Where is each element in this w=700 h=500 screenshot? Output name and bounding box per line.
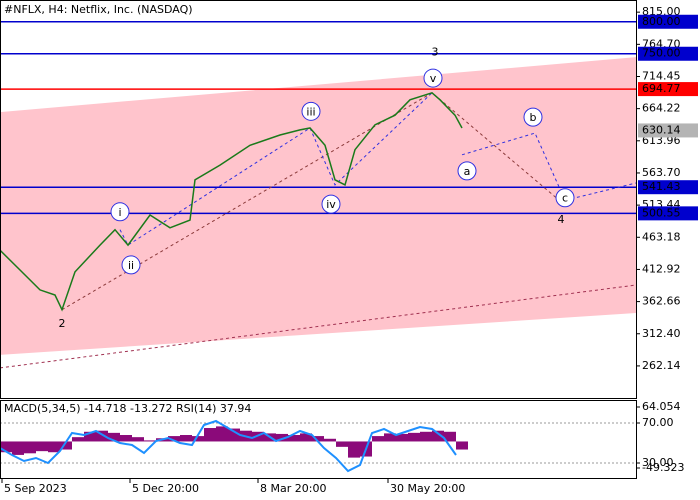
- level-label-box: [638, 180, 698, 195]
- macd-bar: [60, 441, 72, 450]
- wave-label: 4: [558, 213, 565, 226]
- wave-label: a: [464, 165, 471, 178]
- level-label-box: [638, 123, 698, 138]
- level-label: 800.00: [642, 15, 681, 28]
- wave-circle: [321, 194, 341, 214]
- macd-bar: [84, 431, 96, 442]
- macd-bar: [216, 426, 228, 442]
- wave-circle: [555, 188, 575, 208]
- y-tick-label: 362.66: [642, 295, 681, 308]
- indicator-title: MACD(5,34,5) -14.718 -13.272 RSI(14) 37.…: [4, 402, 251, 415]
- macd-bar: [36, 441, 48, 452]
- level-label-box: [638, 46, 698, 61]
- wave-circle: [523, 107, 543, 127]
- wave-circle: [423, 68, 443, 88]
- y-tick-label: 563.70: [642, 166, 681, 179]
- wave-circle: [121, 255, 141, 275]
- y-tick-label: 714.45: [642, 69, 681, 82]
- macd-bar: [384, 433, 396, 442]
- macd-bar: [372, 436, 384, 442]
- macd-bar: [312, 436, 324, 442]
- level-label-box: [638, 206, 698, 221]
- indicator-frame: [0, 400, 637, 479]
- level-label-box: [638, 14, 698, 29]
- macd-bar: [420, 431, 432, 442]
- macd-bar: [204, 428, 216, 442]
- macd-bar: [228, 428, 240, 442]
- wave-label: i: [118, 206, 121, 219]
- rsi-line: [0, 419, 457, 473]
- macd-bar: [192, 436, 204, 442]
- x-tick-label: 5 Dec 20:00: [132, 482, 199, 495]
- macd-bar: [180, 435, 192, 442]
- wave-circle: [110, 202, 130, 222]
- macd-bar: [396, 433, 408, 442]
- price-line: [0, 91, 463, 312]
- x-tick-label: 5 Sep 2023: [4, 482, 67, 495]
- wave-circle: [301, 101, 321, 121]
- macd-bar: [48, 441, 60, 453]
- macd-bar: [300, 433, 312, 442]
- macd-bar: [252, 431, 264, 442]
- y-tick-label: 312.40: [642, 327, 681, 340]
- wave-label: v: [430, 72, 437, 85]
- wave-label: c: [562, 192, 568, 205]
- y-tick-label: 262.14: [642, 359, 681, 372]
- y2-tick-label: 64.054: [642, 400, 681, 413]
- level-label: 750.00: [642, 47, 681, 60]
- macd-bar: [108, 432, 120, 442]
- macd-bar: [408, 432, 420, 442]
- wave-label: iv: [326, 198, 336, 211]
- macd-bar: [444, 431, 456, 442]
- macd-bar: [132, 437, 144, 442]
- macd-bar: [24, 441, 36, 454]
- wave-line: [461, 132, 637, 201]
- wave-label: 3: [432, 45, 439, 58]
- y-tick-label: 412.92: [642, 262, 681, 275]
- wave-label: ii: [128, 259, 134, 272]
- macd-bar: [12, 441, 24, 455]
- x-tick-label: 30 May 20:00: [390, 482, 465, 495]
- price-frame: [0, 0, 637, 399]
- level-label: 541.43: [642, 180, 681, 193]
- trendline: [0, 284, 637, 369]
- wave-label: 2: [59, 317, 66, 330]
- macd-bar: [276, 433, 288, 442]
- y-tick-label: 70.00: [642, 416, 674, 429]
- level-label: 500.55: [642, 206, 681, 219]
- macd-bar: [72, 437, 84, 442]
- macd-bar: [288, 435, 300, 442]
- level-label-box: [638, 82, 698, 97]
- macd-bar: [96, 430, 108, 442]
- y-tick-label: 30.00: [642, 456, 674, 469]
- channel: [0, 57, 636, 355]
- chart-title: #NFLX, H4: Netflix, Inc. (NASDAQ): [4, 3, 193, 16]
- macd-bar: [348, 441, 360, 458]
- wave-label: iii: [306, 105, 315, 118]
- level-label: 694.77: [642, 82, 681, 95]
- y-tick-label: 463.18: [642, 230, 681, 243]
- macd-bar: [144, 440, 156, 442]
- macd-bar: [0, 441, 12, 453]
- macd-bar: [336, 441, 348, 447]
- macd-bar: [456, 441, 468, 450]
- macd-bar: [120, 435, 132, 442]
- y2-tick-label: -49.323: [642, 461, 684, 474]
- wave-circle: [457, 161, 477, 181]
- wave-label: b: [530, 111, 537, 124]
- y-tick-label: 664.22: [642, 102, 681, 115]
- level-label: 630.14: [642, 123, 681, 136]
- x-tick-label: 8 Mar 20:00: [260, 482, 326, 495]
- macd-bar: [168, 436, 180, 442]
- macd-bar: [432, 430, 444, 442]
- macd-bar: [324, 438, 336, 442]
- indicator-panel: [0, 419, 636, 473]
